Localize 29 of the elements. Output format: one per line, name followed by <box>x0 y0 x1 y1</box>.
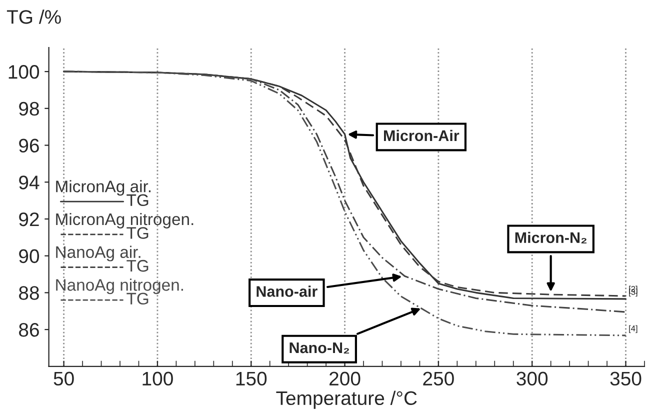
annotation: Nano-N₂ <box>290 342 350 354</box>
y-tick-label: 94 <box>19 176 40 190</box>
x-tick-label: 150 <box>236 372 267 386</box>
y-tick-label: 96 <box>19 138 39 153</box>
annotation: Micron-N₂ <box>515 232 587 244</box>
y-tick-label: 88 <box>19 286 39 300</box>
legend-label: NanoAg air. <box>56 246 140 262</box>
y-tick-label: 98 <box>19 102 39 116</box>
x-tick-label: 100 <box>142 372 173 386</box>
y-tick-label: 100 <box>8 65 40 79</box>
annotation: [4] <box>629 325 638 333</box>
legend-label: NanoAg nitrogen. <box>56 278 183 294</box>
text: MicronAg nitrogen. <box>56 212 194 228</box>
annotation: Micron-Air <box>384 130 460 142</box>
y-tick-label: 92 <box>19 212 39 226</box>
annotation: Nano-air <box>256 286 318 297</box>
y-tick-label: 86 <box>19 323 39 337</box>
annotation: TG <box>126 227 148 239</box>
x-tick-label: 200 <box>330 372 360 386</box>
y-tick-label: 90 <box>19 249 40 264</box>
y-axis-title: TG /% <box>6 10 61 24</box>
x-tick-label: 250 <box>423 372 454 386</box>
annotation: TG <box>126 292 148 305</box>
x-tick-label: 350 <box>610 372 642 386</box>
annotation: TG <box>126 194 148 206</box>
x-tick-label: 300 <box>516 372 548 386</box>
annotation: TG <box>126 260 148 272</box>
x-tick-label: 50 <box>54 372 74 386</box>
x-axis-title: Temperature /°C <box>276 390 417 409</box>
